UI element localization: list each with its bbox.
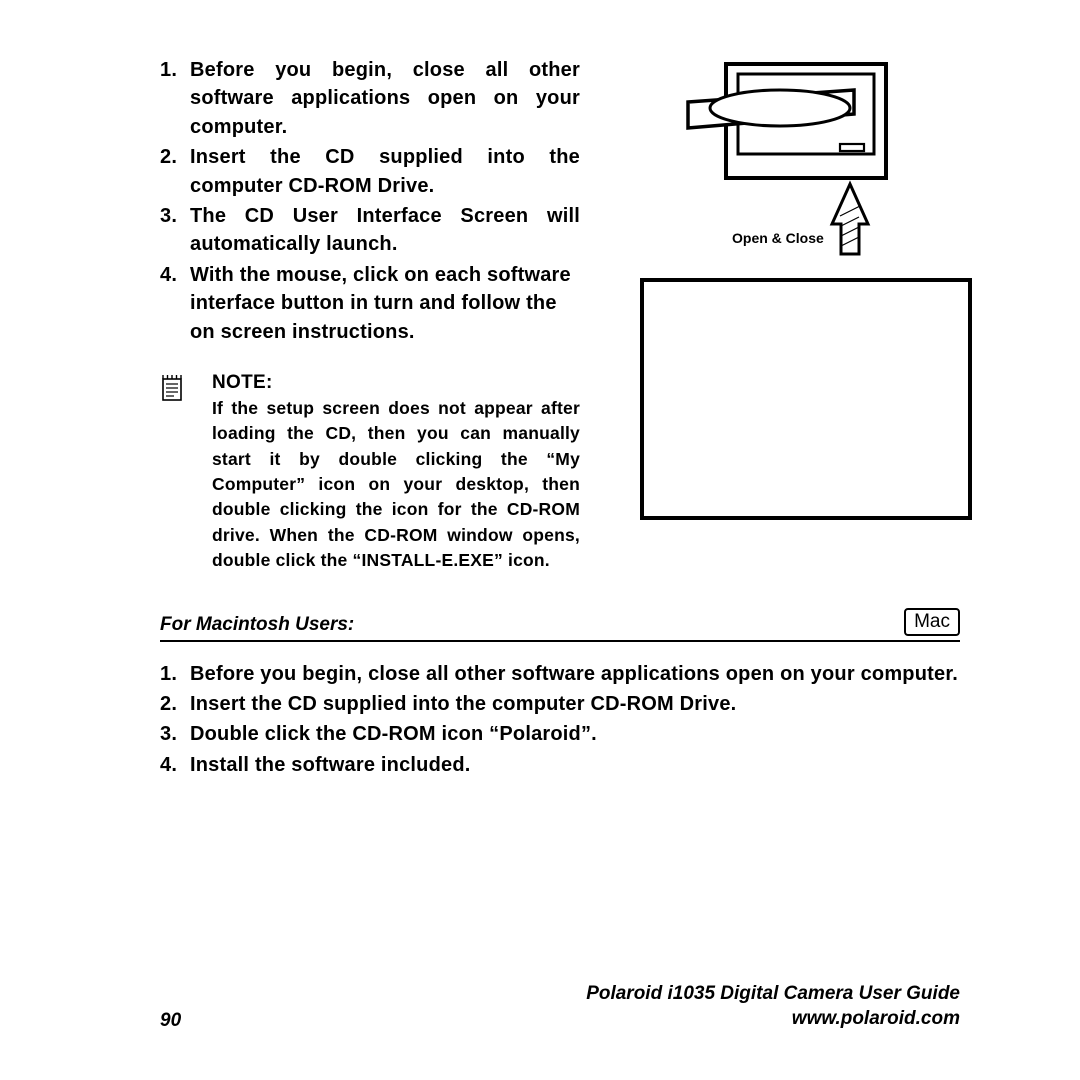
open-close-label: Open & Close — [732, 230, 824, 246]
guide-title: Polaroid i1035 Digital Camera User Guide — [586, 981, 960, 1007]
left-column: Before you begin, close all other softwa… — [160, 56, 580, 574]
note-title: NOTE: — [212, 372, 580, 394]
mac-step-item: Install the software included. — [160, 751, 960, 779]
mac-badge: Mac — [904, 608, 960, 636]
mac-header-label: For Macintosh Users: — [160, 614, 354, 636]
step-item: With the mouse, click on each software i… — [160, 261, 580, 346]
notepad-icon — [160, 374, 184, 407]
mac-step-item: Insert the CD supplied into the computer… — [160, 690, 960, 718]
right-column: Open & Close — [620, 56, 960, 574]
step-item: The CD User Interface Screen will automa… — [160, 202, 580, 259]
install-steps-mac: Before you begin, close all other softwa… — [160, 660, 960, 780]
mac-step-item: Before you begin, close all other softwa… — [160, 660, 960, 688]
manual-page: Before you begin, close all other softwa… — [0, 0, 1080, 1080]
note-block: NOTE: If the setup screen does not appea… — [160, 372, 580, 574]
blank-screen-box — [640, 278, 972, 520]
footer-right: Polaroid i1035 Digital Camera User Guide… — [586, 981, 960, 1032]
install-steps-windows: Before you begin, close all other softwa… — [160, 56, 580, 346]
mac-section-header: For Macintosh Users: Mac — [160, 608, 960, 642]
page-number: 90 — [160, 1010, 181, 1032]
cd-drive-illustration: Open & Close — [640, 56, 900, 261]
page-footer: 90 Polaroid i1035 Digital Camera User Gu… — [0, 981, 1080, 1032]
step-item: Before you begin, close all other softwa… — [160, 56, 580, 141]
step-item: Insert the CD supplied into the computer… — [160, 143, 580, 200]
guide-url: www.polaroid.com — [586, 1006, 960, 1032]
top-two-column: Before you begin, close all other softwa… — [160, 56, 960, 574]
note-body: If the setup screen does not appear afte… — [212, 396, 580, 574]
mac-step-item: Double click the CD-ROM icon “Polaroid”. — [160, 720, 960, 748]
